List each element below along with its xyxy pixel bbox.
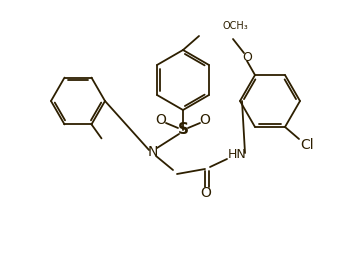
Text: HN: HN (228, 148, 246, 162)
Text: N: N (148, 145, 158, 159)
Text: Cl: Cl (300, 138, 314, 152)
Text: S: S (177, 122, 189, 138)
Text: O: O (200, 113, 210, 127)
Text: O: O (242, 50, 252, 64)
Text: O: O (156, 113, 166, 127)
Text: OCH₃: OCH₃ (222, 21, 248, 31)
Text: O: O (201, 186, 211, 200)
